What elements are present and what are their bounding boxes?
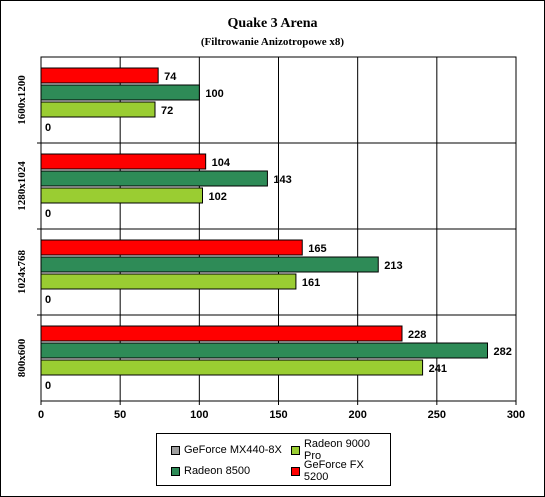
legend-item-geforce-mx440: GeForce MX440-8X bbox=[171, 443, 282, 457]
x-tick-label: 0 bbox=[38, 409, 44, 421]
bar bbox=[40, 84, 200, 101]
chart-subtitle: (Filtrowanie Anizotropowe x8) bbox=[200, 36, 345, 48]
data-label: 0 bbox=[45, 380, 51, 392]
legend-item-radeon-8500: Radeon 8500 bbox=[171, 464, 250, 478]
data-label: 213 bbox=[384, 260, 402, 272]
bar bbox=[40, 101, 156, 118]
legend-label: GeForce FX 5200 bbox=[303, 459, 364, 483]
category-label: 1600x1200 bbox=[16, 75, 28, 125]
data-label: 102 bbox=[209, 191, 227, 203]
data-label: 104 bbox=[212, 157, 231, 169]
bar bbox=[40, 67, 159, 84]
data-label: 161 bbox=[302, 277, 320, 289]
x-tick-label: 300 bbox=[507, 409, 525, 421]
bar bbox=[40, 187, 203, 204]
legend-swatch bbox=[291, 445, 300, 455]
bar bbox=[40, 342, 488, 359]
legend-label: GeForce MX440-8X bbox=[184, 444, 282, 456]
data-label: 0 bbox=[45, 122, 51, 134]
legend-label: Radeon 8500 bbox=[184, 465, 251, 477]
category-label: 1024x768 bbox=[16, 250, 28, 295]
data-label: 74 bbox=[164, 71, 177, 83]
data-label: 72 bbox=[161, 105, 173, 117]
data-label: 143 bbox=[273, 174, 291, 186]
bar bbox=[40, 239, 303, 256]
x-tick-label: 50 bbox=[114, 409, 126, 421]
plot-border bbox=[40, 56, 517, 402]
bar bbox=[40, 170, 268, 187]
data-label: 165 bbox=[308, 243, 326, 255]
legend-swatch bbox=[171, 466, 180, 476]
data-label: 0 bbox=[45, 208, 51, 220]
x-tick-label: 250 bbox=[428, 409, 446, 421]
bar bbox=[40, 273, 297, 290]
legend-swatch bbox=[291, 466, 300, 476]
bar bbox=[40, 325, 403, 342]
bar bbox=[40, 153, 207, 170]
data-label: 228 bbox=[408, 329, 426, 341]
legend-item-geforce-fx-5200: GeForce FX 5200 bbox=[291, 459, 390, 483]
bar bbox=[40, 256, 379, 273]
x-tick-label: 150 bbox=[269, 409, 287, 421]
data-label: 0 bbox=[45, 294, 51, 306]
category-label: 800x600 bbox=[16, 338, 28, 377]
data-label: 282 bbox=[494, 346, 512, 358]
bar bbox=[40, 359, 424, 376]
category-label: 1280x1024 bbox=[16, 161, 28, 211]
x-tick-label: 200 bbox=[348, 409, 366, 421]
legend-item-radeon-9000-pro: Radeon 9000 Pro bbox=[291, 438, 390, 462]
chart-title: Quake 3 Arena bbox=[227, 16, 318, 31]
legend-label: Radeon 9000 Pro bbox=[303, 438, 371, 462]
data-label: 241 bbox=[429, 363, 447, 375]
legend-swatch bbox=[171, 445, 180, 455]
x-tick-label: 100 bbox=[190, 409, 208, 421]
chart-legend: GeForce MX440-8X Radeon 9000 Pro Radeon … bbox=[156, 433, 391, 486]
data-label: 100 bbox=[205, 88, 223, 100]
